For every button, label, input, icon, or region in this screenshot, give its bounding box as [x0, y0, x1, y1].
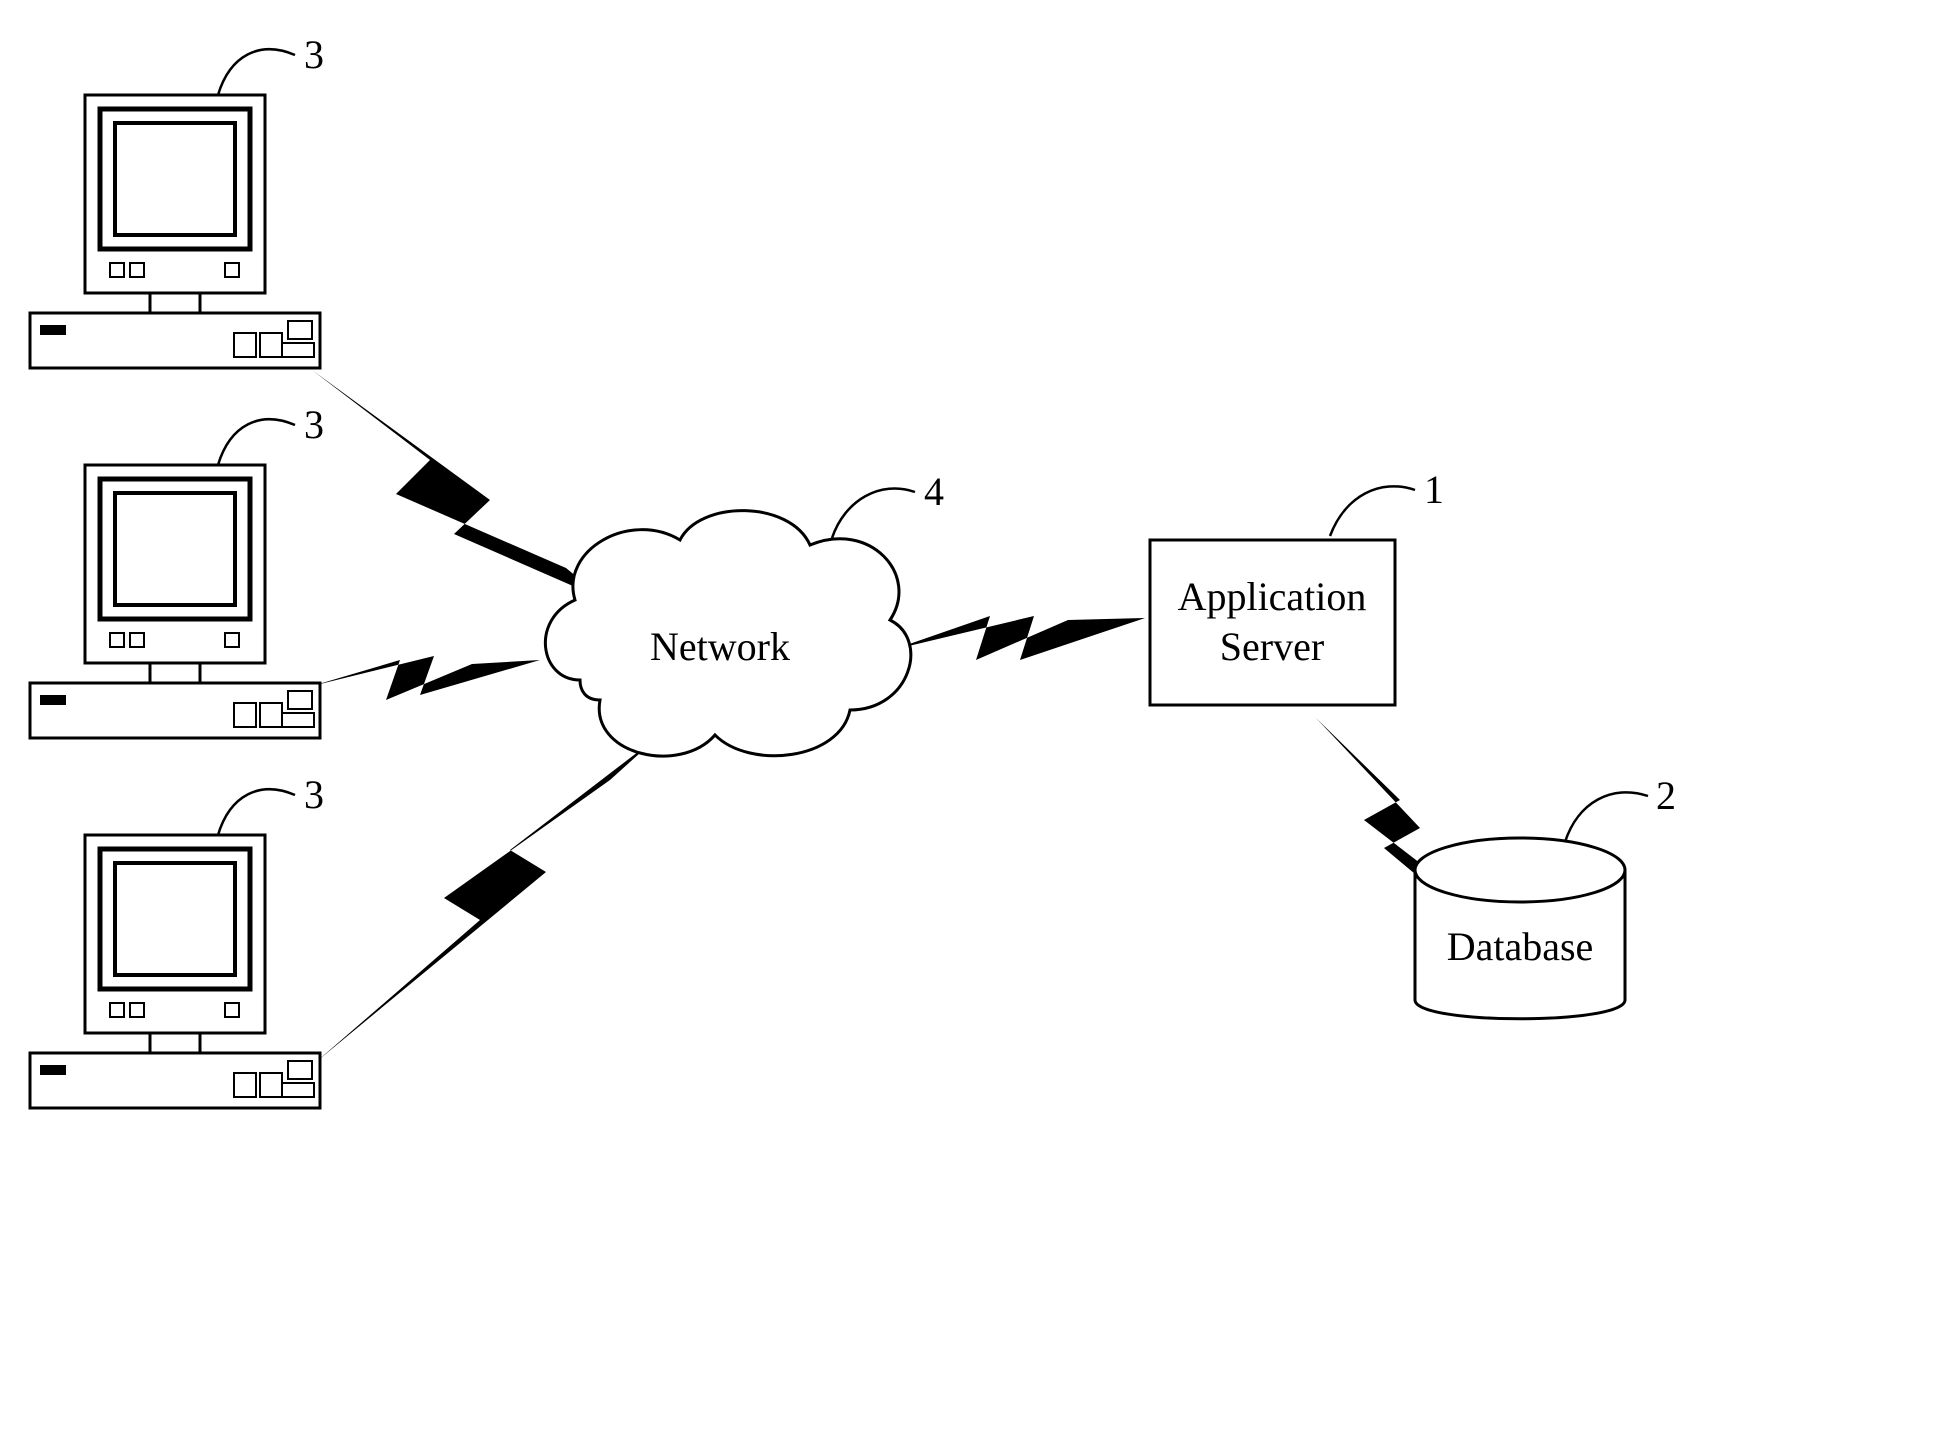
callout-app-server: 1	[1330, 467, 1444, 536]
database: Database	[1415, 838, 1625, 1019]
callout-network: 4	[832, 469, 944, 538]
edge-network-appserver	[892, 616, 1145, 660]
app-server-label-line2: Server	[1220, 624, 1324, 669]
edge-computer-top-network	[312, 370, 605, 600]
computer-top-icon	[30, 95, 320, 368]
computer-top-label: 3	[304, 32, 324, 77]
app-server: Application Server	[1150, 540, 1395, 705]
computer-middle-label: 3	[304, 402, 324, 447]
app-server-label-line1: Application	[1178, 574, 1367, 619]
callout-computer-bottom: 3	[218, 772, 324, 835]
edge-computer-bottom-network	[316, 735, 660, 1062]
computer-middle-icon	[30, 465, 320, 738]
callout-computer-middle: 3	[218, 402, 324, 465]
computer-bottom-label: 3	[304, 772, 324, 817]
callout-database: 2	[1565, 773, 1676, 842]
network-diagram: 3 3 3 Network 4 Application Server 1 Dat…	[0, 0, 1953, 1453]
database-label: Database	[1447, 924, 1594, 969]
database-number: 2	[1656, 773, 1676, 818]
callout-computer-top: 3	[218, 32, 324, 95]
network-cloud: Network	[545, 511, 910, 756]
network-number: 4	[924, 469, 944, 514]
app-server-number: 1	[1424, 467, 1444, 512]
edge-computer-middle-network	[312, 656, 540, 700]
network-label: Network	[650, 624, 790, 669]
computer-bottom-icon	[30, 835, 320, 1108]
